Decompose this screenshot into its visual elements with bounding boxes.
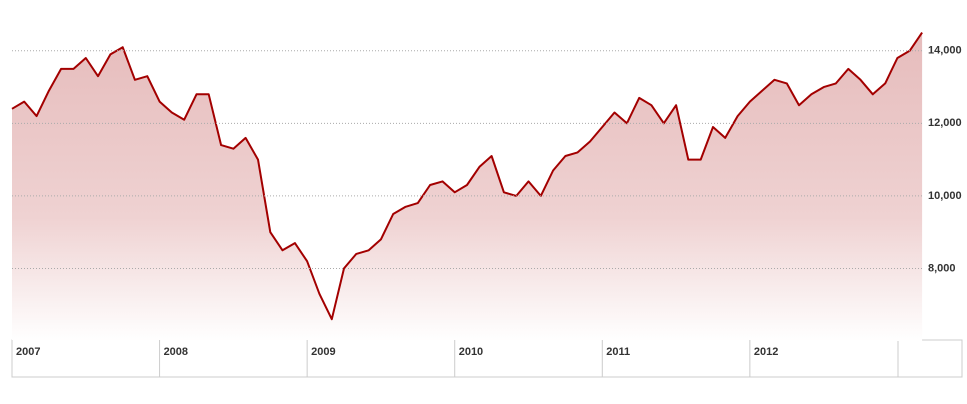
- x-tick-label: 2007: [16, 346, 40, 358]
- y-tick-label: 10,000: [928, 190, 962, 202]
- y-tick-label: 12,000: [928, 117, 962, 129]
- y-tick-label: 14,000: [928, 45, 962, 57]
- price-line: [11, 32, 923, 321]
- x-tick-label: 2012: [754, 346, 778, 358]
- x-tick-label: 2011: [606, 346, 630, 358]
- x-tick-label: 2008: [164, 346, 188, 358]
- x-tick-label: 2009: [311, 346, 335, 358]
- area-fill: [12, 32, 923, 341]
- x-tick-label: 2010: [459, 346, 483, 358]
- timeline-strip: [11, 339, 963, 378]
- y-tick-label: 8,000: [928, 262, 956, 274]
